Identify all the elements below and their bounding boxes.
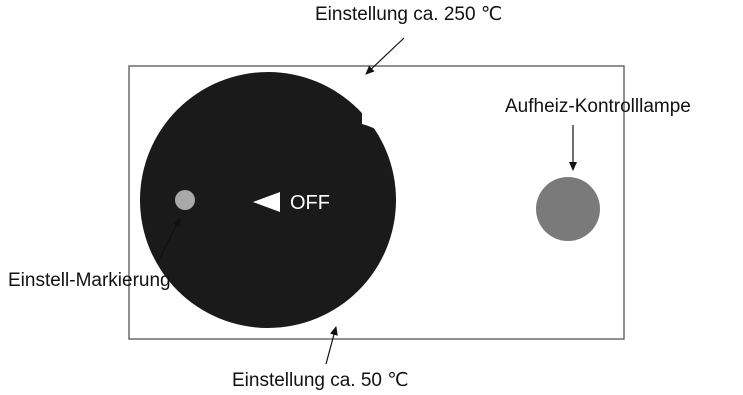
- arrow-to-250: [365, 37, 405, 75]
- heating-control-lamp: [536, 177, 600, 241]
- arrow-to-marker: [157, 217, 181, 263]
- label-50-setting: Einstellung ca. 50 ℃: [232, 370, 409, 391]
- label-heating-lamp: Aufheiz-Kontrolllampe: [505, 96, 691, 117]
- label-250-setting: Einstellung ca. 250 ℃: [315, 4, 503, 25]
- off-pointer-icon: [253, 192, 280, 212]
- arrow-to-50: [325, 326, 338, 365]
- off-label: OFF: [290, 192, 330, 214]
- setting-marker: [175, 190, 195, 210]
- label-setting-marker: Einstell-Markierung: [8, 270, 171, 291]
- temperature-scale-arc: [336, 86, 446, 317]
